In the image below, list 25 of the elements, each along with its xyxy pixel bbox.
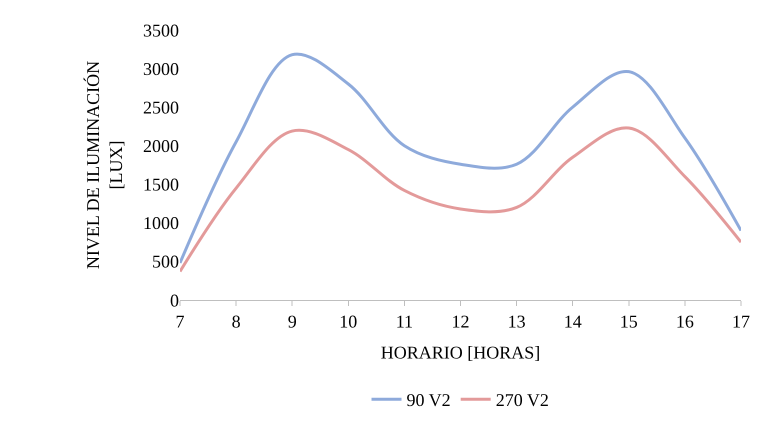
y-tick-label: 0 xyxy=(170,290,179,310)
y-tick-label: 2500 xyxy=(143,97,179,118)
x-tick-label: 12 xyxy=(452,312,470,332)
y-tick-label: 3000 xyxy=(143,58,179,79)
legend-label: 90 V2 xyxy=(406,390,451,410)
x-tick-label: 8 xyxy=(232,312,241,332)
line-series xyxy=(180,52,741,264)
line-series xyxy=(180,126,741,273)
y-axis-title: NIVEL DE ILUMINACIÓN [LUX] xyxy=(82,60,126,270)
x-tick-label: 10 xyxy=(339,312,358,332)
x-tick-label: 9 xyxy=(288,312,297,332)
x-tick-label: 17 xyxy=(732,312,750,332)
x-tick-label: 13 xyxy=(508,312,526,332)
y-tick-label: 2000 xyxy=(143,136,179,156)
x-tick-label: 14 xyxy=(564,312,582,332)
x-tick-label: 16 xyxy=(676,312,694,332)
y-tick-label: 1500 xyxy=(143,174,179,195)
x-tick-label: 11 xyxy=(396,312,414,332)
y-tick-label: 500 xyxy=(152,252,179,272)
x-axis-title: HORARIO [HORAS] xyxy=(380,342,540,363)
y-tick-label: 1000 xyxy=(143,213,179,234)
legend-label: 270 V2 xyxy=(496,390,549,410)
y-tick-label: 3500 xyxy=(143,20,179,40)
x-tick-label: 15 xyxy=(620,312,638,332)
x-tick-label: 7 xyxy=(176,312,184,332)
